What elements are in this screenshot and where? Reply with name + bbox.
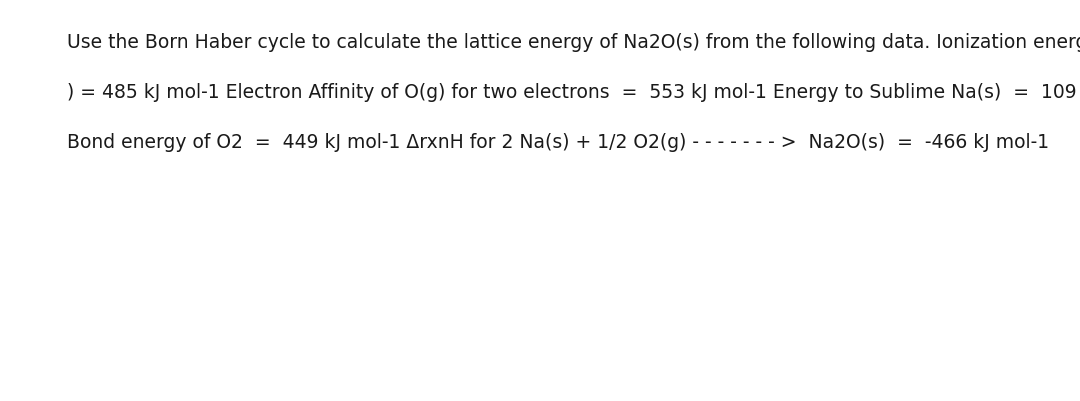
Text: ) = 485 kJ mol-1 Electron Affinity of O(g) for two electrons  =  553 kJ mol-1 En: ) = 485 kJ mol-1 Electron Affinity of O(… (67, 83, 1080, 102)
Text: Bond energy of O2  =  449 kJ mol-1 ΔrxnH for 2 Na(s) + 1/2 O2(g) - - - - - - - >: Bond energy of O2 = 449 kJ mol-1 ΔrxnH f… (67, 133, 1049, 152)
Text: Use the Born Haber cycle to calculate the lattice energy of Na2O(s) from the fol: Use the Born Haber cycle to calculate th… (67, 32, 1080, 52)
